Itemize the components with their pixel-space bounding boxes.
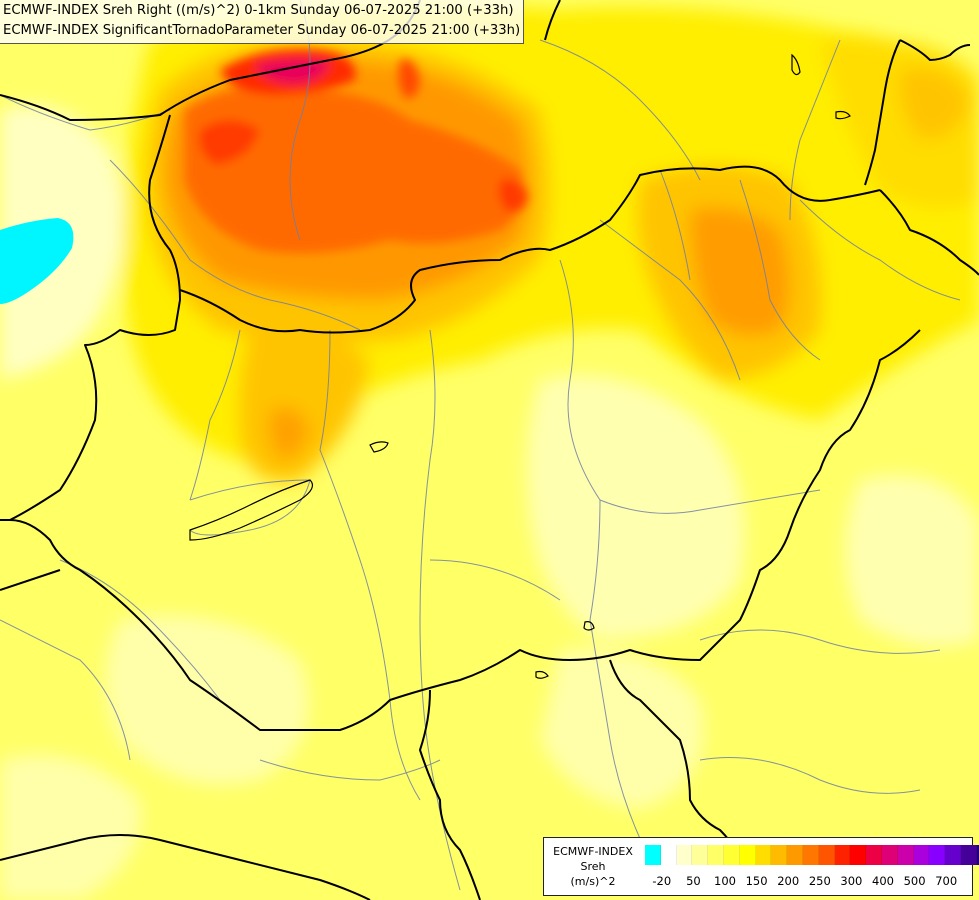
pale-region-center	[526, 375, 745, 640]
legend-swatch	[708, 845, 724, 865]
legend-title-unit: (m/s)^2	[570, 875, 616, 888]
legend-swatch	[818, 845, 835, 865]
orange-region-tongue	[268, 407, 310, 460]
pale-region-south	[105, 615, 309, 785]
map-title-line-2: ECMWF-INDEX SignificantTornadoParameter …	[3, 23, 521, 38]
legend-swatch	[676, 845, 693, 865]
amber-region-far-east	[899, 68, 970, 140]
legend-tick-label: 100	[714, 874, 736, 888]
legend-swatch	[755, 845, 772, 865]
lake-small-4	[583, 621, 595, 631]
legend-tick-label: 300	[840, 874, 863, 888]
map-title-box: ECMWF-INDEX Sreh Right ((m/s)^2) 0-1km S…	[0, 0, 525, 44]
cyan-region	[0, 218, 74, 304]
red-region-north	[199, 120, 260, 165]
legend-swatch	[802, 845, 819, 865]
legend-tick-label: 500	[903, 874, 926, 888]
legend-tick-label: 150	[745, 874, 768, 888]
lake-small-5	[535, 670, 549, 679]
legend-swatch	[660, 845, 677, 865]
orange-region-east	[690, 207, 790, 336]
legend-swatch	[945, 845, 961, 865]
legend-swatch	[913, 845, 930, 865]
legend-swatch	[787, 845, 803, 865]
legend-tick-label: 700	[935, 874, 958, 888]
lake-small-2	[791, 53, 801, 76]
legend-tick-label: -20	[652, 874, 672, 888]
legend-swatch	[866, 845, 882, 865]
legend-swatch	[771, 845, 788, 865]
legend-swatch	[960, 845, 977, 865]
legend-tick-label: 50	[686, 874, 701, 888]
legend-swatch	[850, 845, 867, 865]
red-region-mid-spot	[398, 59, 420, 99]
red-region-east-spot	[498, 179, 528, 213]
rivers-and-regions	[0, 0, 961, 891]
lake-balaton	[189, 479, 313, 541]
magenta-region	[255, 59, 330, 84]
legend-swatch	[976, 845, 979, 865]
legend-swatch	[929, 845, 946, 865]
legend-swatch	[645, 845, 661, 865]
legend-tick-labels: -20 50 100 150 200 250 300 400 500 700	[645, 874, 968, 890]
legend-tick-label: 400	[872, 874, 894, 888]
lake-small-1	[369, 441, 389, 453]
lakes	[189, 53, 851, 679]
legend-swatch	[723, 845, 740, 865]
legend-title: ECMWF-INDEX Sreh (m/s)^2	[546, 844, 640, 889]
legend-color-swatches	[645, 845, 979, 865]
legend-title-parameter: Sreh	[580, 860, 606, 873]
darkorange-region-north	[185, 87, 523, 254]
legend-swatch	[739, 845, 756, 865]
legend-swatch	[881, 845, 898, 865]
map-title-line-1: ECMWF-INDEX Sreh Right ((m/s)^2) 0-1km S…	[3, 3, 514, 18]
pale-region-southwest	[0, 755, 142, 900]
legend-swatch	[692, 845, 709, 865]
legend-tick-label: 200	[777, 874, 800, 888]
legend-swatch	[897, 845, 914, 865]
legend-tick-label: 250	[808, 874, 831, 888]
pale-region-east	[845, 475, 979, 647]
legend-title-source: ECMWF-INDEX	[553, 845, 633, 858]
pale-region-southeast	[540, 648, 704, 810]
legend-swatch	[834, 845, 851, 865]
color-legend: ECMWF-INDEX Sreh (m/s)^2 -20 50 100 150 200 2…	[543, 837, 979, 896]
lake-small-3	[835, 110, 851, 120]
